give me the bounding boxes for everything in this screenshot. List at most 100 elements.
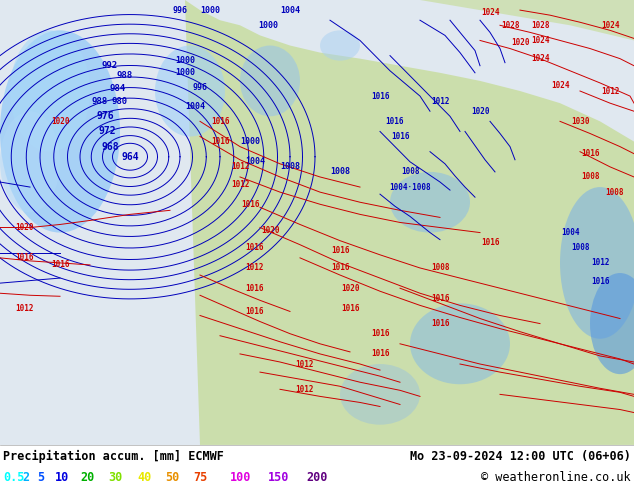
Text: 100: 100 xyxy=(230,471,251,485)
Ellipse shape xyxy=(340,364,420,425)
Text: 1008: 1008 xyxy=(280,162,300,171)
Text: 1028: 1028 xyxy=(501,21,519,30)
Text: 1028: 1028 xyxy=(531,21,549,30)
Text: 1000: 1000 xyxy=(175,68,195,77)
Text: 1008: 1008 xyxy=(330,168,350,176)
Text: 1012: 1012 xyxy=(231,162,249,171)
Ellipse shape xyxy=(390,172,470,233)
Text: 1024: 1024 xyxy=(531,36,549,45)
Text: 1030: 1030 xyxy=(571,117,589,126)
Text: 1016: 1016 xyxy=(385,117,404,126)
Text: 1020: 1020 xyxy=(51,117,69,126)
Text: 1000: 1000 xyxy=(175,56,195,65)
Text: 1016: 1016 xyxy=(16,253,34,262)
Text: 996: 996 xyxy=(172,5,188,15)
Ellipse shape xyxy=(320,30,360,61)
Text: 1008: 1008 xyxy=(401,168,419,176)
Text: 1004: 1004 xyxy=(280,5,300,15)
Text: 1012: 1012 xyxy=(231,179,249,189)
Text: 0.5: 0.5 xyxy=(3,471,24,485)
Text: 1016: 1016 xyxy=(340,304,359,313)
Text: 1024: 1024 xyxy=(481,8,499,17)
Text: 50: 50 xyxy=(165,471,179,485)
Text: 1016: 1016 xyxy=(481,238,499,247)
Text: 984: 984 xyxy=(110,84,126,94)
Text: Mo 23-09-2024 12:00 UTC (06+06): Mo 23-09-2024 12:00 UTC (06+06) xyxy=(410,450,631,464)
Text: 1016: 1016 xyxy=(391,132,410,141)
Text: 1012: 1012 xyxy=(601,87,619,96)
Text: 1016: 1016 xyxy=(246,307,264,316)
Text: 972: 972 xyxy=(98,126,116,136)
Text: 1016: 1016 xyxy=(371,92,389,100)
Text: 200: 200 xyxy=(306,471,327,485)
Text: 1008: 1008 xyxy=(605,188,624,196)
Text: 150: 150 xyxy=(268,471,289,485)
Text: 1016: 1016 xyxy=(241,200,259,209)
Text: 996: 996 xyxy=(193,83,207,93)
Text: 980: 980 xyxy=(112,97,128,106)
Text: 976: 976 xyxy=(96,111,114,122)
Text: 1000: 1000 xyxy=(240,137,260,146)
Text: 30: 30 xyxy=(108,471,122,485)
Text: 1004: 1004 xyxy=(560,228,579,237)
Text: 1020: 1020 xyxy=(471,107,489,116)
Text: 1012: 1012 xyxy=(246,264,264,272)
Ellipse shape xyxy=(590,273,634,374)
Text: 992: 992 xyxy=(102,61,118,70)
Polygon shape xyxy=(420,0,634,41)
Text: 1004: 1004 xyxy=(245,157,265,166)
Ellipse shape xyxy=(155,46,225,137)
Text: 1012: 1012 xyxy=(591,258,609,268)
Text: 20: 20 xyxy=(80,471,94,485)
Text: 1016: 1016 xyxy=(331,264,349,272)
Text: 1016: 1016 xyxy=(430,319,450,328)
Text: 1008: 1008 xyxy=(581,172,599,181)
Polygon shape xyxy=(185,0,634,445)
Text: 1004·1008: 1004·1008 xyxy=(389,183,431,192)
Text: 10: 10 xyxy=(55,471,69,485)
Text: 1016: 1016 xyxy=(371,329,389,338)
Text: 1020: 1020 xyxy=(340,284,359,293)
Text: 964: 964 xyxy=(121,152,139,162)
Text: 1016: 1016 xyxy=(331,246,349,255)
Text: 1012: 1012 xyxy=(16,304,34,313)
Text: 40: 40 xyxy=(137,471,152,485)
Text: 988: 988 xyxy=(117,72,133,80)
Ellipse shape xyxy=(0,111,60,212)
Text: © weatheronline.co.uk: © weatheronline.co.uk xyxy=(481,471,631,485)
Text: 1012: 1012 xyxy=(295,385,314,394)
Text: 968: 968 xyxy=(101,142,119,151)
Text: Precipitation accum. [mm] ECMWF: Precipitation accum. [mm] ECMWF xyxy=(3,450,224,464)
Text: 1000: 1000 xyxy=(200,5,220,15)
Ellipse shape xyxy=(240,46,300,116)
Text: 1024: 1024 xyxy=(551,81,569,91)
Ellipse shape xyxy=(10,30,90,152)
Text: 1016: 1016 xyxy=(371,349,389,358)
Text: 1012: 1012 xyxy=(430,97,450,106)
Text: 1016: 1016 xyxy=(51,260,69,270)
Text: 1016: 1016 xyxy=(581,149,599,158)
Text: 1024: 1024 xyxy=(531,54,549,63)
Text: 1004: 1004 xyxy=(185,101,205,111)
Text: 75: 75 xyxy=(193,471,207,485)
Text: 1020: 1020 xyxy=(261,226,279,235)
Text: 1016: 1016 xyxy=(246,243,264,252)
Text: 1012: 1012 xyxy=(295,360,314,368)
Text: 1000: 1000 xyxy=(258,21,278,30)
Ellipse shape xyxy=(410,303,510,384)
Text: 1008: 1008 xyxy=(430,264,450,272)
Ellipse shape xyxy=(560,187,634,339)
Text: 1024: 1024 xyxy=(601,21,619,30)
Text: 988: 988 xyxy=(92,97,108,106)
Text: 1016: 1016 xyxy=(210,117,230,126)
Text: 2: 2 xyxy=(22,471,29,485)
Text: 1016: 1016 xyxy=(210,137,230,146)
Text: 1008: 1008 xyxy=(571,243,589,252)
Text: 1020: 1020 xyxy=(511,38,529,47)
Text: 1016: 1016 xyxy=(591,277,609,286)
Text: 1020: 1020 xyxy=(16,223,34,232)
Text: 5: 5 xyxy=(37,471,44,485)
Ellipse shape xyxy=(0,30,120,233)
Text: 1016: 1016 xyxy=(246,284,264,293)
Text: 1016: 1016 xyxy=(430,294,450,303)
